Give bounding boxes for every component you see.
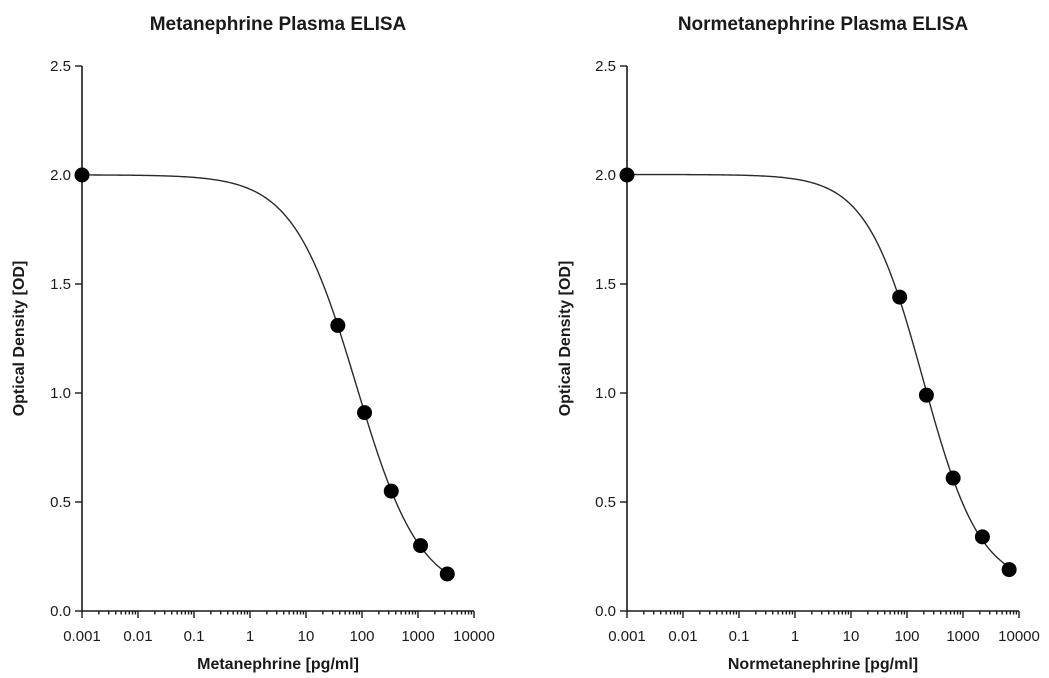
y-axis-label: Optical Density [OD] (11, 261, 28, 417)
data-point (892, 289, 908, 305)
x-tick-label: 1000 (401, 628, 434, 645)
data-point (974, 529, 990, 545)
x-tick-label: 100 (349, 628, 374, 645)
data-point (413, 538, 429, 554)
data-point (357, 405, 373, 421)
y-tick-label: 0.0 (50, 603, 71, 620)
x-tick-label: 1000 (946, 628, 979, 645)
data-point (439, 566, 455, 582)
x-tick-label: 0.01 (668, 628, 697, 645)
x-tick-label: 0.1 (729, 628, 750, 645)
y-tick-label: 1.0 (595, 385, 616, 402)
y-tick-label: 0.0 (595, 603, 616, 620)
x-axis-label: Metanephrine [pg/ml] (197, 656, 359, 673)
x-tick-label: 0.001 (608, 628, 646, 645)
chart-panel-1: Metanephrine Plasma ELISA 0.0 0.5 1.0 1.5 2.0… (11, 14, 495, 673)
x-axis-label: Normetanephrine [pg/ml] (728, 656, 918, 673)
data-point (619, 167, 635, 183)
y-tick-label: 1.0 (50, 385, 71, 402)
y-tick-label: 0.5 (595, 494, 616, 511)
x-tick-label: 0.1 (184, 628, 205, 645)
y-tick-label: 1.5 (595, 276, 616, 293)
x-tick-label: 10 (298, 628, 315, 645)
y-tick-label: 2.5 (50, 58, 71, 75)
x-tick-label: 0.001 (63, 628, 101, 645)
y-tick-label: 2.5 (595, 58, 616, 75)
y-tick-label: 2.0 (595, 167, 616, 184)
chart-title: Metanephrine Plasma ELISA (150, 14, 407, 35)
x-tick-label: 1 (246, 628, 254, 645)
y-tick-label: 0.5 (50, 494, 71, 511)
data-point (1001, 562, 1017, 578)
x-tick-label: 10 (843, 628, 860, 645)
x-tick-label: 1 (791, 628, 799, 645)
x-tick-label: 10000 (453, 628, 495, 645)
x-tick-label: 100 (894, 628, 919, 645)
chart-panel-2: Normetanephrine Plasma ELISA 0.0 0.5 1.0 1.5… (557, 14, 1040, 673)
data-point (918, 387, 934, 403)
y-tick-label: 2.0 (50, 167, 71, 184)
data-point (945, 470, 961, 486)
y-tick-label: 1.5 (50, 276, 71, 293)
fit-curve (627, 173, 1010, 568)
data-point (74, 167, 90, 183)
x-tick-label: 0.01 (123, 628, 152, 645)
chart-title: Normetanephrine Plasma ELISA (678, 14, 969, 35)
y-axis-label: Optical Density [OD] (557, 261, 574, 417)
data-point (330, 317, 346, 333)
data-point (383, 483, 399, 499)
x-tick-label: 10000 (998, 628, 1040, 645)
fit-curve (81, 174, 448, 574)
